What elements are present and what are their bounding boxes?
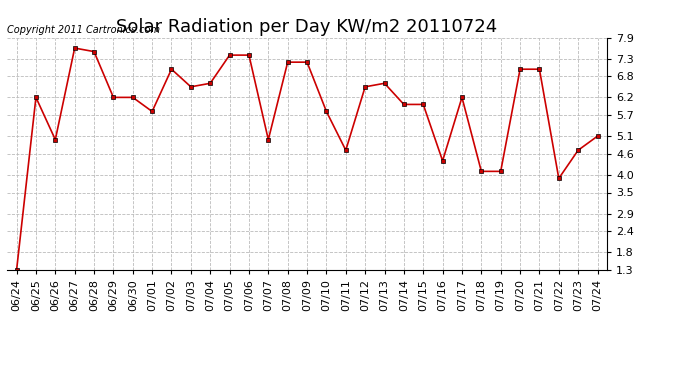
Title: Solar Radiation per Day KW/m2 20110724: Solar Radiation per Day KW/m2 20110724 <box>117 18 497 36</box>
Text: Copyright 2011 Cartronics.com: Copyright 2011 Cartronics.com <box>7 25 160 35</box>
